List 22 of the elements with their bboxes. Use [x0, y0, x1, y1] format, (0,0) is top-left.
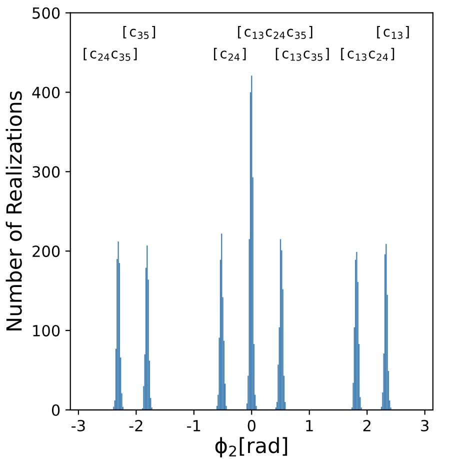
- annotation: [c$_{13}$c$_{35}$]: [276, 48, 329, 61]
- x-tick-label: 1: [306, 420, 313, 432]
- annotation: [c$_{13}$]: [377, 26, 409, 39]
- x-tick-label: -1: [187, 420, 200, 432]
- y-tick-label: 100: [33, 324, 60, 336]
- x-tick-label: 3: [421, 420, 428, 432]
- y-tick-label: 200: [32, 246, 60, 258]
- annotation: [c$_{35}$]: [123, 26, 156, 39]
- x-tick-label: -2: [129, 420, 142, 432]
- y-axis-title: Number of Realizations: [6, 91, 22, 330]
- x-axis-title: ϕ$_{2}$[rad]: [215, 437, 288, 458]
- y-tick-label: 300: [32, 166, 60, 178]
- x-tick-label: 0: [248, 420, 256, 432]
- x-tick-label: 2: [363, 420, 370, 432]
- annotation: [c$_{24}$]: [214, 48, 246, 61]
- annotation: [c$_{13}$c$_{24}$]: [341, 48, 394, 61]
- y-tick-label: 500: [32, 7, 60, 19]
- y-tick-label: 400: [32, 86, 60, 98]
- annotation: [c$_{24}$c$_{35}$]: [84, 48, 137, 61]
- annotation: [c$_{13}$c$_{24}$c$_{35}$]: [238, 26, 312, 39]
- y-tick-label: 0: [52, 404, 60, 416]
- x-tick-label: -3: [72, 420, 85, 432]
